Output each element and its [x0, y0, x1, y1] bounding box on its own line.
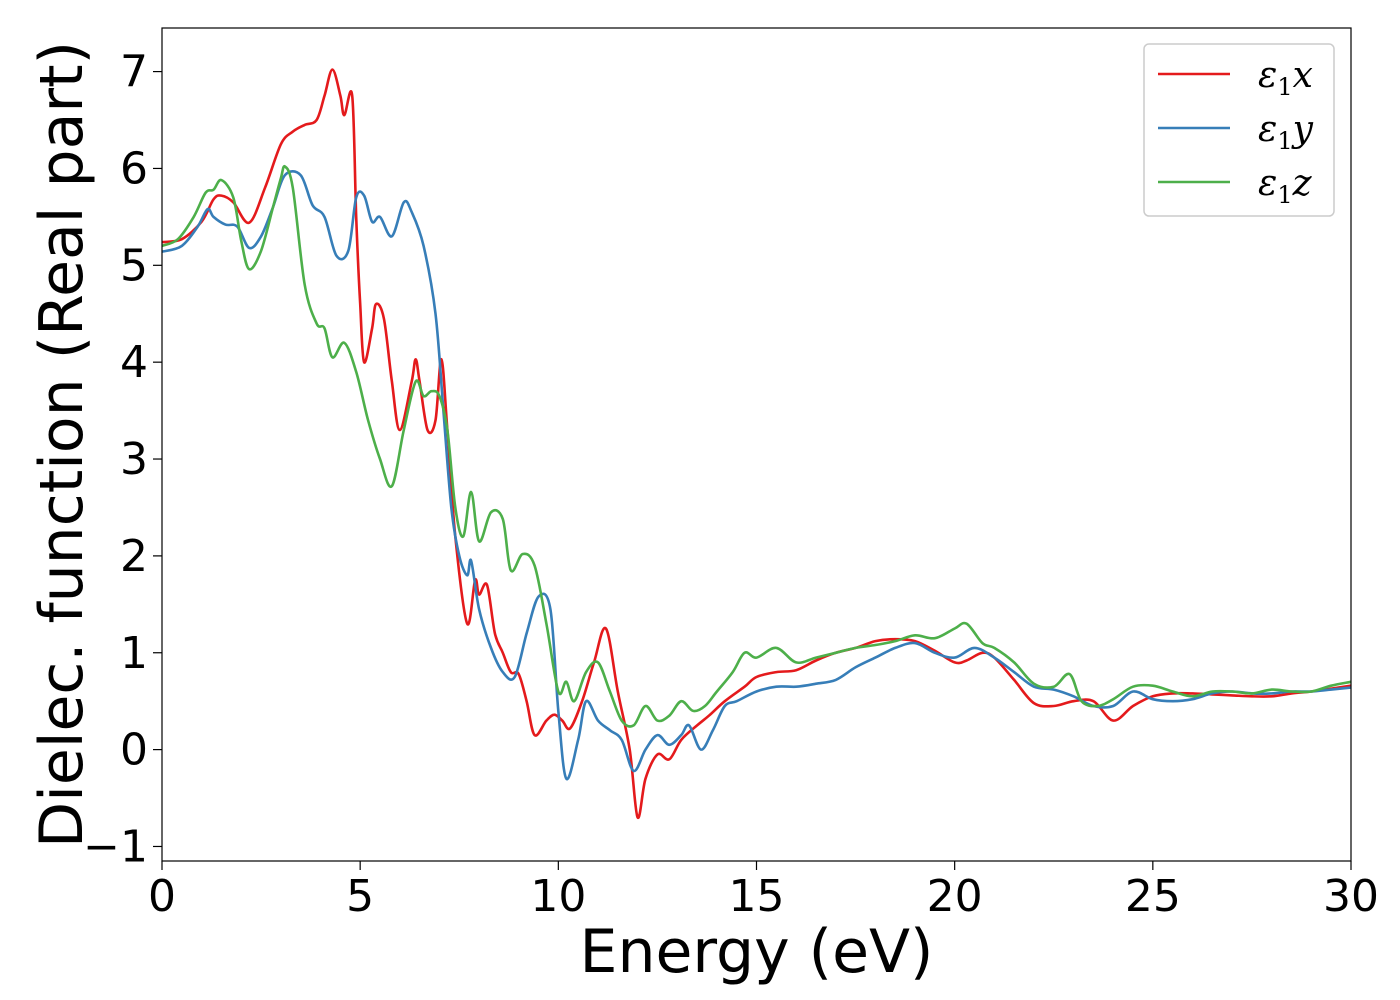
y-tick-label: 2: [120, 531, 148, 582]
y-tick-label: 6: [120, 143, 148, 194]
y-axis-title: Dielec. function (Real part): [27, 41, 97, 848]
y-tick-label: 5: [120, 240, 148, 291]
series-layer: [161, 68, 1352, 819]
series-line-y: [161, 170, 1352, 781]
series-line-x: [161, 68, 1352, 819]
x-tick-label: 0: [148, 871, 176, 922]
y-tick-label: 1: [120, 628, 148, 679]
legend-box: [1143, 43, 1335, 217]
y-axis: −1 0 1 2 3 4 5 6 7: [83, 47, 162, 872]
x-axis-title: Energy (eV): [580, 917, 934, 987]
legend-label-z: ε1z: [1258, 163, 1313, 209]
legend-label-y: ε1y: [1258, 109, 1314, 155]
x-axis: 0 5 10 15 20 25 30: [148, 861, 1379, 922]
y-tick-label: 3: [120, 434, 148, 485]
x-tick-label: 10: [530, 871, 586, 922]
legend: ε1x ε1y ε1z: [1143, 43, 1335, 217]
y-tick-label: 4: [120, 337, 148, 388]
series-line-z: [161, 164, 1352, 728]
y-tick-label: 7: [120, 47, 148, 98]
legend-label-x: ε1x: [1258, 55, 1313, 101]
y-tick-label: 0: [120, 725, 148, 776]
x-tick-label: 25: [1125, 871, 1181, 922]
x-tick-label: 20: [927, 871, 983, 922]
y-tick-label: −1: [83, 821, 148, 872]
x-tick-label: 30: [1323, 871, 1379, 922]
x-tick-label: 15: [729, 871, 785, 922]
x-tick-label: 5: [346, 871, 374, 922]
